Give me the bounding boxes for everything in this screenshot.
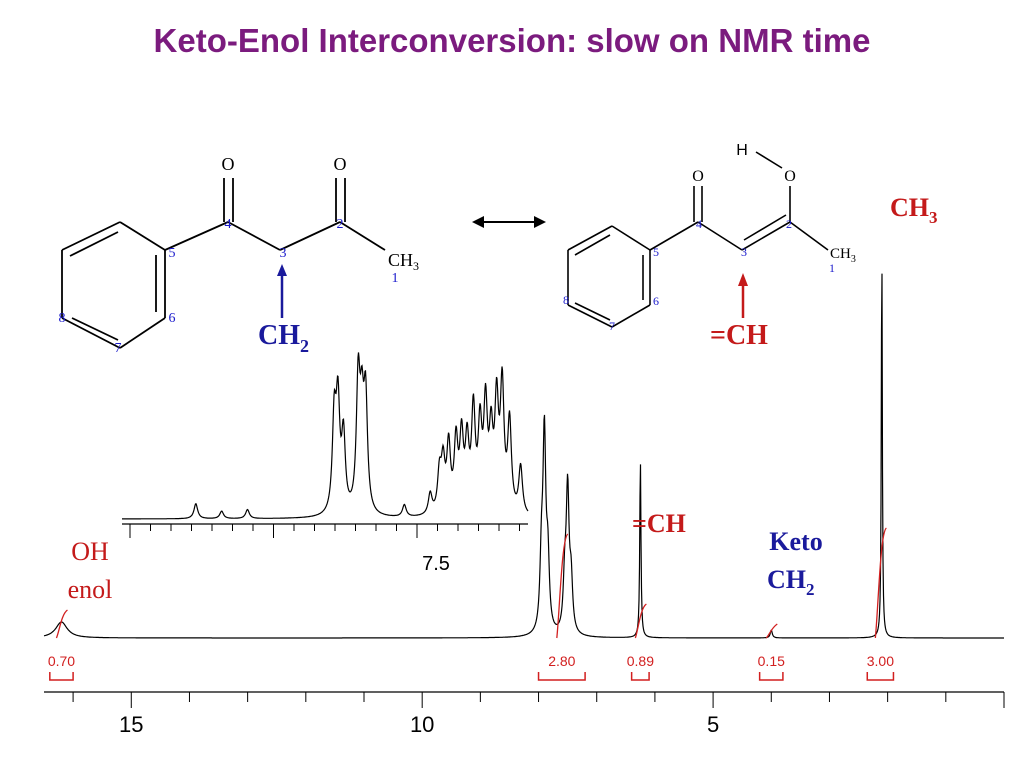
integral-label: 0.89 bbox=[627, 653, 654, 669]
enol-atom-number: 8 bbox=[563, 293, 569, 307]
enol-bond bbox=[697, 221, 743, 251]
main-spectrum: 0.70 2.80 0.89 0.15 3.00 15 10 5 bbox=[43, 273, 1005, 737]
x-tick-labels: 15 10 5 bbox=[119, 712, 719, 737]
integral-labels: 0.70 2.80 0.89 0.15 3.00 bbox=[48, 653, 894, 669]
keto-bond bbox=[279, 221, 341, 251]
integral-curve bbox=[765, 623, 778, 639]
keto-bond bbox=[164, 221, 229, 251]
enol-oxygen-carbonyl: O bbox=[692, 168, 704, 185]
keto-bond bbox=[119, 221, 166, 251]
enol-ch-label: =CH bbox=[710, 320, 768, 351]
enol-atom-number: 6 bbox=[653, 294, 659, 308]
enol-atom-number: 4 bbox=[696, 217, 702, 231]
enol-atom-number: 5 bbox=[653, 245, 659, 259]
integral-bracket bbox=[758, 672, 784, 681]
keto-atom-number: 6 bbox=[169, 311, 176, 326]
keto-oxygen-right: O bbox=[334, 154, 347, 174]
equilibrium-arrow bbox=[472, 216, 546, 228]
enol-bond bbox=[574, 234, 611, 256]
enol-ch-peak-label: =CH bbox=[632, 509, 686, 538]
keto-atom-number: 5 bbox=[169, 246, 176, 261]
integral-curve bbox=[874, 527, 887, 639]
enol-atom-number: 3 bbox=[741, 245, 747, 259]
keto-bond bbox=[71, 317, 119, 341]
x-tick-label: 15 bbox=[119, 712, 143, 737]
keto-atom-number: 7 bbox=[115, 341, 122, 356]
inset-plot: 7.5 bbox=[122, 352, 529, 575]
spectrum-trace bbox=[43, 273, 1004, 639]
x-tick-label: 5 bbox=[707, 712, 719, 737]
integral-bracket bbox=[537, 672, 586, 681]
ch3-peak-label: CH3 bbox=[890, 193, 938, 227]
enol-bond bbox=[611, 225, 651, 251]
x-tick-label: 10 bbox=[410, 712, 434, 737]
oh-peak-label-line2: enol bbox=[68, 575, 113, 604]
keto-atom-number: 3 bbox=[280, 246, 287, 261]
enol-bond bbox=[755, 151, 783, 169]
keto-bond bbox=[119, 317, 166, 349]
enol-bond bbox=[574, 302, 611, 321]
integral-curve bbox=[556, 533, 569, 639]
keto-oxygen-left: O bbox=[222, 154, 235, 174]
keto-atom-number: 2 bbox=[337, 217, 344, 232]
integral-label: 3.00 bbox=[867, 653, 894, 669]
keto-peak-label-line2: CH2 bbox=[767, 565, 815, 599]
integral-bracket bbox=[49, 672, 74, 681]
enol-bond bbox=[567, 225, 613, 251]
slide-title: Keto-Enol Interconversion: slow on NMR t… bbox=[153, 22, 871, 59]
keto-bond bbox=[227, 221, 281, 251]
keto-atom-number: 8 bbox=[59, 311, 66, 326]
enol-structure bbox=[567, 151, 829, 328]
enol-bond bbox=[649, 221, 699, 251]
inset-tick-label: 7.5 bbox=[422, 553, 450, 575]
keto-ch2-label: CH2 bbox=[258, 320, 309, 356]
enol-bond bbox=[567, 304, 613, 328]
integral-curves bbox=[55, 527, 887, 639]
enol-bond bbox=[743, 214, 787, 241]
enol-ch3-label: CH3 bbox=[830, 246, 856, 265]
integral-curve bbox=[55, 609, 68, 639]
x-axis-ticks bbox=[72, 692, 1005, 708]
integral-bracket bbox=[630, 672, 650, 681]
enol-ch-arrowhead bbox=[738, 273, 748, 286]
keto-ch2-arrowhead bbox=[277, 264, 287, 276]
enol-bond bbox=[789, 221, 829, 251]
keto-bond bbox=[339, 221, 386, 251]
enol-atom-number: 7 bbox=[609, 319, 615, 333]
keto-bond bbox=[61, 317, 121, 349]
oh-peak-label-line1: OH bbox=[71, 537, 109, 566]
enol-atom-number: 1 bbox=[829, 261, 835, 275]
inset-spectrum-trace bbox=[122, 352, 529, 520]
integral-label: 2.80 bbox=[548, 653, 575, 669]
keto-atom-number: 4 bbox=[225, 217, 232, 232]
keto-structure bbox=[61, 178, 386, 349]
integral-brackets bbox=[49, 672, 895, 681]
integral-curve bbox=[634, 603, 647, 639]
keto-ch3-label: CH3 bbox=[388, 250, 419, 273]
enol-atom-number: 2 bbox=[786, 217, 792, 231]
keto-atom-number: 1 bbox=[392, 271, 399, 286]
keto-bond bbox=[61, 221, 121, 251]
integral-bracket bbox=[866, 672, 895, 681]
keto-bond bbox=[69, 231, 119, 257]
enol-bond bbox=[611, 304, 651, 328]
enol-hydrogen: H bbox=[736, 142, 748, 159]
integral-label: 0.70 bbox=[48, 653, 75, 669]
inset-ticks bbox=[129, 524, 520, 538]
integral-label: 0.15 bbox=[758, 653, 785, 669]
enol-oxygen-hydroxyl: O bbox=[784, 168, 796, 185]
keto-peak-label-line1: Keto bbox=[769, 527, 822, 556]
enol-bond bbox=[741, 221, 791, 251]
